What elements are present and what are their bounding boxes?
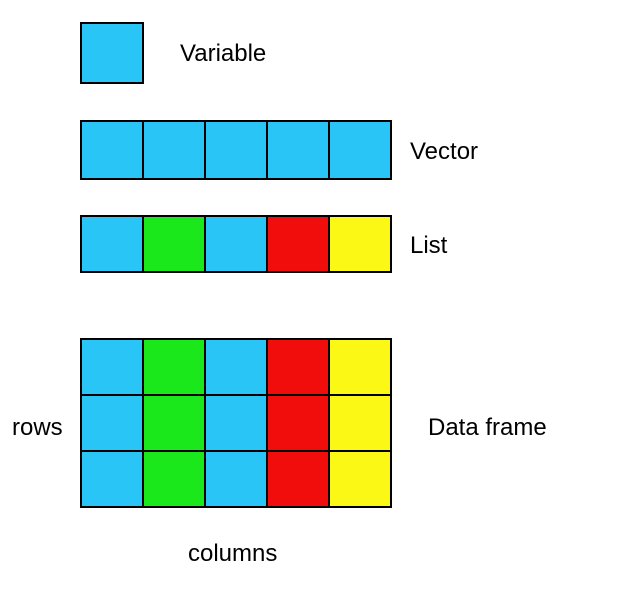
dataframe-cell	[142, 338, 206, 396]
dataframe-cell	[204, 394, 268, 452]
dataframe-cell	[328, 394, 392, 452]
dataframe-cell	[142, 394, 206, 452]
dataframe-label: Data frame	[428, 414, 547, 442]
list-cell	[80, 215, 144, 273]
dataframe-cell	[204, 338, 268, 396]
dataframe-cell	[80, 394, 144, 452]
dataframe-cell	[266, 394, 330, 452]
dataframe-cell	[204, 450, 268, 508]
vector-cell	[142, 120, 206, 180]
vector-cell	[80, 120, 144, 180]
dataframe-cell	[328, 450, 392, 508]
vector-cell	[204, 120, 268, 180]
dataframe-cell	[80, 338, 144, 396]
dataframe-cell	[142, 450, 206, 508]
columns-label: columns	[188, 540, 277, 568]
list-cell	[266, 215, 330, 273]
list-cell	[328, 215, 392, 273]
vector-cell	[328, 120, 392, 180]
variable-label: Variable	[180, 40, 266, 68]
vector-label: Vector	[410, 138, 478, 166]
dataframe-cell	[266, 338, 330, 396]
list-cell	[204, 215, 268, 273]
rows-label: rows	[12, 414, 63, 442]
list-label: List	[410, 232, 447, 260]
data-structures-diagram: Variable Vector List Data frame rows col…	[0, 0, 617, 612]
vector-cell	[266, 120, 330, 180]
variable-cell	[80, 22, 144, 84]
list-cell	[142, 215, 206, 273]
dataframe-cell	[266, 450, 330, 508]
dataframe-cell	[80, 450, 144, 508]
dataframe-cell	[328, 338, 392, 396]
